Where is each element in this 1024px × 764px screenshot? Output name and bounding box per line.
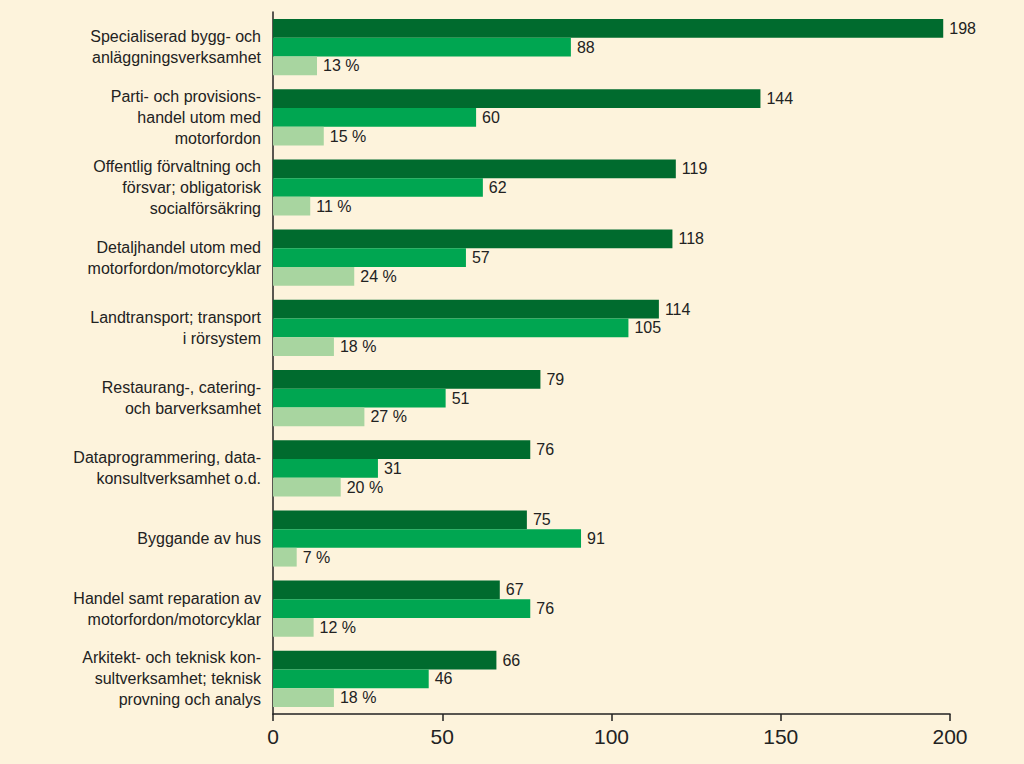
svg-text:7 %: 7 % xyxy=(303,549,331,566)
svg-text:118: 118 xyxy=(678,230,704,247)
svg-text:114: 114 xyxy=(665,301,691,318)
svg-text:provning och analys: provning och analys xyxy=(119,691,261,708)
svg-text:144: 144 xyxy=(766,90,793,107)
svg-text:50: 50 xyxy=(431,725,454,748)
svg-text:Restaurang-, catering-: Restaurang-, catering- xyxy=(102,379,261,396)
svg-text:Parti- och provisions-: Parti- och provisions- xyxy=(111,88,261,105)
svg-text:100: 100 xyxy=(594,725,629,748)
svg-text:76: 76 xyxy=(536,441,554,458)
svg-text:198: 198 xyxy=(949,20,976,37)
svg-text:18 %: 18 % xyxy=(340,689,376,706)
svg-text:20 %: 20 % xyxy=(347,479,383,496)
svg-text:socialförsäkring: socialförsäkring xyxy=(150,200,261,217)
svg-text:sultverksamhet; teknisk: sultverksamhet; teknisk xyxy=(95,670,262,687)
svg-text:60: 60 xyxy=(482,109,500,126)
svg-text:119: 119 xyxy=(682,160,708,177)
svg-text:Offentlig förvaltning och: Offentlig förvaltning och xyxy=(93,158,261,175)
svg-text:76: 76 xyxy=(536,600,554,617)
svg-text:79: 79 xyxy=(546,371,564,388)
svg-text:konsultverksamhet o.d.: konsultverksamhet o.d. xyxy=(96,470,261,487)
svg-text:91: 91 xyxy=(587,530,605,547)
svg-text:motorfordon/motorcyklar: motorfordon/motorcyklar xyxy=(88,260,262,277)
svg-text:11 %: 11 % xyxy=(316,198,351,215)
svg-text:motorfordon/motorcyklar: motorfordon/motorcyklar xyxy=(88,611,262,628)
svg-text:Landtransport; transport: Landtransport; transport xyxy=(90,309,261,326)
svg-text:31: 31 xyxy=(384,460,402,477)
svg-text:62: 62 xyxy=(489,179,507,196)
svg-text:51: 51 xyxy=(452,390,470,407)
svg-text:15 %: 15 % xyxy=(330,128,366,145)
svg-text:18 %: 18 % xyxy=(340,338,376,355)
svg-text:Handel samt reparation av: Handel samt reparation av xyxy=(73,590,261,607)
svg-text:i rörsystem: i rörsystem xyxy=(183,330,261,347)
svg-text:75: 75 xyxy=(533,511,551,528)
svg-text:handel utom med: handel utom med xyxy=(137,109,261,126)
svg-text:Detaljhandel utom med: Detaljhandel utom med xyxy=(96,239,261,256)
svg-text:27 %: 27 % xyxy=(370,408,406,425)
svg-text:Specialiserad bygg- och: Specialiserad bygg- och xyxy=(90,28,261,45)
svg-text:105: 105 xyxy=(634,319,661,336)
svg-text:66: 66 xyxy=(502,652,520,669)
svg-text:88: 88 xyxy=(577,39,595,56)
svg-text:anläggningsverksamhet: anläggningsverksamhet xyxy=(92,49,262,66)
svg-text:46: 46 xyxy=(435,670,453,687)
svg-text:motorfordon: motorfordon xyxy=(175,130,261,147)
svg-text:57: 57 xyxy=(472,249,490,266)
svg-text:0: 0 xyxy=(267,725,279,748)
svg-text:200: 200 xyxy=(932,725,967,748)
svg-text:försvar; obligatorisk: försvar; obligatorisk xyxy=(122,179,262,196)
svg-text:Arkitekt- och teknisk kon-: Arkitekt- och teknisk kon- xyxy=(82,649,261,666)
svg-text:13 %: 13 % xyxy=(323,57,359,74)
svg-text:Byggande av hus: Byggande av hus xyxy=(137,530,261,547)
svg-text:150: 150 xyxy=(763,725,798,748)
svg-text:24 %: 24 % xyxy=(360,268,396,285)
svg-text:67: 67 xyxy=(506,581,524,598)
svg-text:Dataprogrammering, data-: Dataprogrammering, data- xyxy=(73,449,261,466)
svg-text:och barverksamhet: och barverksamhet xyxy=(125,400,262,417)
svg-text:12 %: 12 % xyxy=(320,619,356,636)
